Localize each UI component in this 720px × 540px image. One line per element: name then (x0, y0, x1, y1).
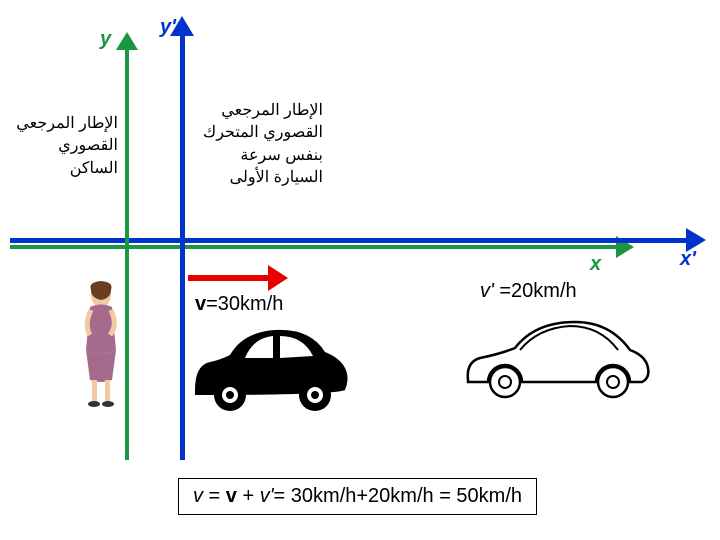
v2-prefix: v' (480, 280, 499, 302)
eq-seg: v (226, 485, 237, 507)
person-figure (76, 280, 126, 415)
text-line: الإطار المرجعي (6, 113, 118, 135)
green-x-label: x (590, 253, 601, 276)
red-velocity-arrow (188, 275, 270, 281)
green-x-axis (10, 245, 620, 249)
v2-suffix: =20km/h (499, 280, 576, 302)
diagram-canvas: y y' x x' الإطار المرجعي القصوري الساكن … (0, 0, 720, 540)
eq-seg: = (203, 485, 226, 507)
velocity-v2-label: v' =20km/h (480, 280, 577, 303)
text-line: السيارة الأولى (193, 167, 323, 189)
stationary-frame-text: الإطار المرجعي القصوري الساكن (6, 113, 118, 180)
eq-seg: v' (260, 485, 274, 507)
velocity-v1-label: v=30km/h (195, 293, 283, 316)
green-y-label: y (100, 28, 111, 51)
blue-y-label: y' (160, 16, 176, 39)
black-car (185, 320, 355, 420)
blue-x-label: x' (680, 248, 696, 271)
text-line: الإطار المرجعي (193, 100, 323, 122)
v1-prefix: v (195, 293, 206, 315)
green-y-arrow (116, 32, 138, 50)
text-line: القصوري المتحرك (193, 122, 323, 144)
eq-seg: v (193, 485, 203, 507)
moving-frame-text: الإطار المرجعي القصوري المتحرك بنفس سرعة… (193, 100, 323, 190)
text-line: القصوري الساكن (6, 135, 118, 180)
blue-x-axis (10, 238, 690, 243)
eq-seg: = 30km/h+20km/h = 50km/h (274, 485, 522, 507)
text-line: بنفس سرعة (193, 145, 323, 167)
v1-suffix: =30km/h (206, 293, 283, 315)
red-velocity-arrowhead (268, 265, 288, 291)
equation-box: v = v + v'= 30km/h+20km/h = 50km/h (178, 478, 537, 515)
white-car (460, 310, 655, 410)
eq-seg: + (237, 485, 260, 507)
